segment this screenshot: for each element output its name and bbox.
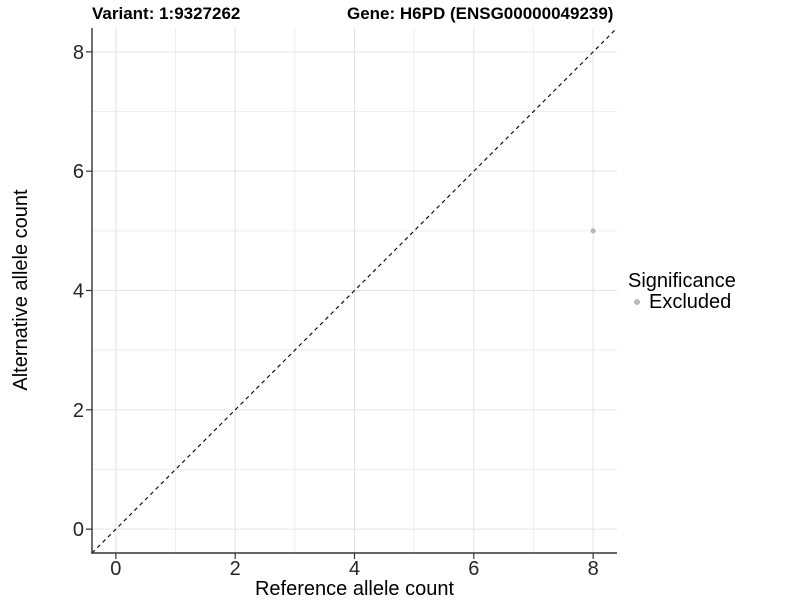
x-tick-label: 0 [110,558,121,580]
data-point [590,228,596,234]
y-tick-label: 8 [73,42,84,64]
legend-title: Significance [628,270,736,292]
plot-title-variant: Variant: 1:9327262 [92,4,241,23]
x-tick-label: 8 [588,558,599,580]
plot-title-gene: Gene: H6PD (ENSG00000049239) [347,4,614,23]
y-tick-label: 2 [73,400,84,422]
x-tick-label: 4 [349,558,360,580]
legend-point-icon [633,299,640,305]
identity-dashed-line [91,27,618,554]
legend-item-excluded: Excluded [628,290,736,313]
legend-key [628,294,645,311]
x-tick-label: 2 [230,558,241,580]
y-axis-label: Alternative allele count [10,189,32,391]
legend: Significance Excluded [628,270,736,313]
y-tick-label: 6 [73,161,84,183]
x-tick-label: 6 [468,558,479,580]
legend-item-label: Excluded [649,290,732,313]
x-axis-label: Reference allele count [254,578,454,600]
y-tick-label: 4 [73,281,84,303]
y-tick-label: 0 [73,519,84,541]
